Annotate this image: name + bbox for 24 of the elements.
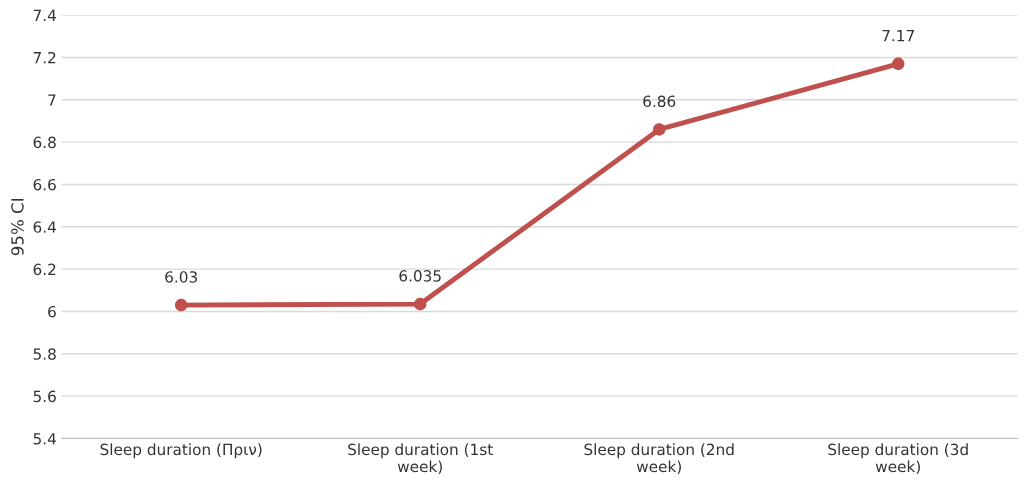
x-tick-label: Sleep duration (2nd week) [584,443,734,475]
y-tick-label: 6.2 [33,263,56,276]
y-tick-label: 5.8 [33,348,56,360]
y-tick-label: 5.4 [33,433,56,445]
data-label: 7.17 [882,30,914,42]
y-tick-label: 7.4 [33,9,56,21]
y-tick-label: 6.8 [33,136,56,149]
y-tick-label: 6.6 [33,178,56,191]
y-axis-title: 95% CI [11,198,24,256]
data-label: 6.03 [165,271,197,283]
point [413,297,427,311]
y-tick-label: 6.4 [33,221,56,233]
x-tick-label: Sleep duration (1st week) [348,443,493,475]
x-tick-label: Sleep duration (3d week) [828,443,968,475]
y-tick-label: 7.2 [33,51,56,64]
y-tick-label: 6 [48,305,56,318]
point [891,57,905,71]
data-label: 6.035 [399,270,441,282]
y-tick-label: 7 [48,94,56,106]
point [174,298,188,312]
y-tick-label: 5.6 [33,390,56,403]
x-tick-label: Sleep duration (Πριν) [100,443,262,459]
data-label: 6.86 [643,95,676,108]
point [652,123,666,136]
